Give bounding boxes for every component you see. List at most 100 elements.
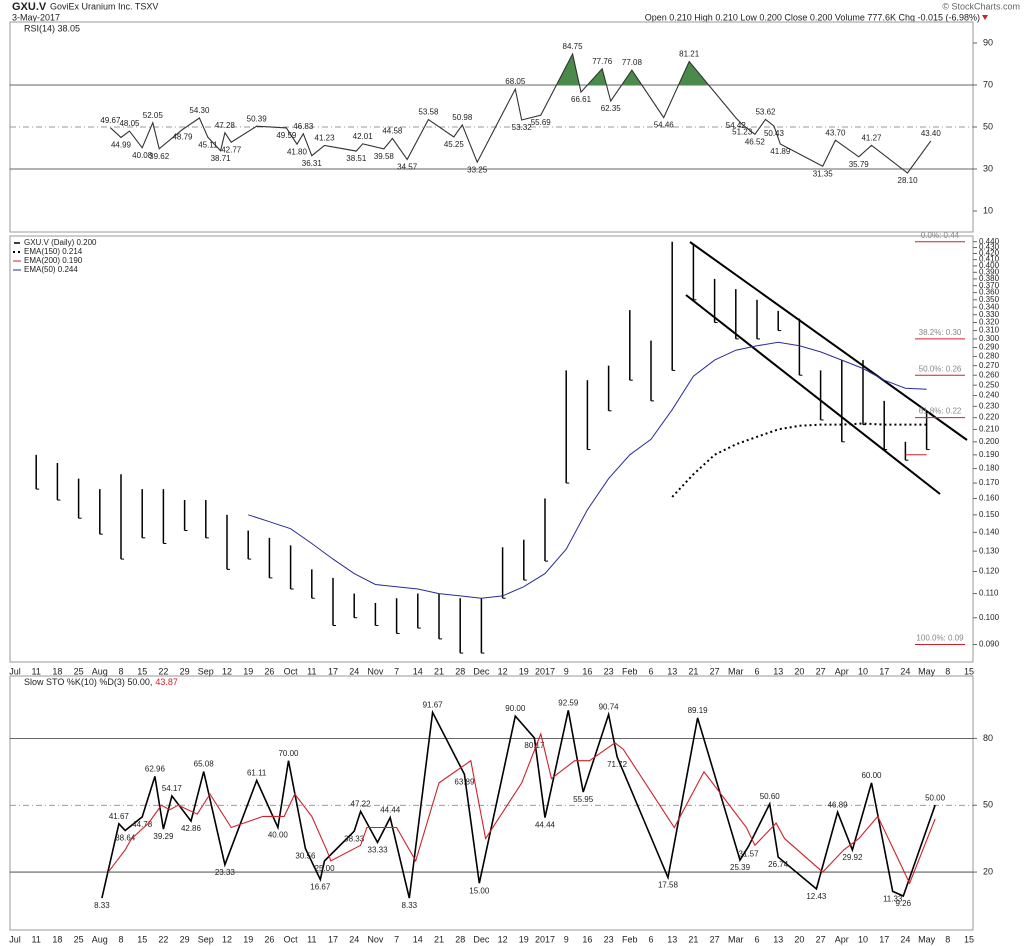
x-tick-label: 19 — [243, 666, 253, 676]
price-panel — [9, 235, 974, 663]
value-label: 39.58 — [374, 152, 395, 161]
value-label: 80.17 — [524, 741, 545, 750]
value-label: 30.56 — [295, 852, 316, 861]
y-tick-label: 0.350 — [979, 295, 1000, 304]
value-label: 60.00 — [861, 771, 882, 780]
x-tick-label: 27 — [710, 934, 720, 944]
x-tick-label: Sep — [198, 666, 214, 676]
x-tick-label: 12 — [222, 666, 232, 676]
value-label: 65.08 — [194, 760, 215, 769]
y-tick-label: 0.320 — [979, 318, 1000, 327]
value-label: 49.67 — [100, 116, 121, 125]
value-label: 51.23 — [732, 128, 753, 137]
value-label: 50.60 — [760, 792, 781, 801]
x-tick-label: 24 — [900, 666, 910, 676]
ema-line — [248, 341, 927, 599]
x-tick-label: 2017 — [535, 666, 555, 676]
x-tick-label: 9 — [564, 666, 569, 676]
value-label: 50.39 — [247, 114, 268, 123]
value-label: 41.27 — [861, 133, 882, 142]
x-tick-label: 6 — [648, 666, 653, 676]
x-tick-label: 24 — [349, 666, 359, 676]
x-tick-label: 19 — [519, 666, 529, 676]
x-tick-label: Feb — [622, 666, 638, 676]
y-tick-label: 0.160 — [979, 494, 1000, 503]
value-label: 55.69 — [531, 118, 552, 127]
channel-upper — [689, 241, 968, 441]
x-tick-label: Aug — [92, 934, 108, 944]
x-tick-label: 23 — [604, 666, 614, 676]
value-label: 54.42 — [726, 121, 747, 130]
y-tick-label: 0.190 — [979, 450, 1000, 459]
value-label: 42.77 — [221, 145, 242, 154]
value-label: 89.19 — [688, 706, 709, 715]
y-tick-label: 0.380 — [979, 274, 1000, 283]
y-tick-label: 0.110 — [979, 589, 999, 598]
y-tick-label: 0.330 — [979, 310, 1000, 319]
value-label: 38.71 — [211, 154, 232, 163]
value-label: 28.10 — [898, 176, 919, 185]
y-tick-label: 0.180 — [979, 464, 1000, 473]
y-tick-label: 80 — [983, 733, 993, 743]
value-label: 50.43 — [764, 129, 785, 138]
value-label: 62.35 — [601, 104, 622, 113]
y-tick-label: 20 — [983, 866, 993, 876]
x-tick-label: 18 — [52, 666, 62, 676]
x-tick-label: 6 — [754, 666, 759, 676]
symbol: GXU.V — [12, 1, 47, 13]
value-label: 90.74 — [599, 703, 620, 712]
value-label: 44.99 — [111, 141, 132, 150]
y-tick-label: 0.340 — [979, 302, 1000, 311]
y-tick-label: 0.400 — [979, 261, 1000, 270]
x-tick-label: 6 — [754, 934, 759, 944]
x-tick-label: 13 — [773, 666, 783, 676]
x-tick-label: 6 — [648, 934, 653, 944]
value-label: 47.22 — [351, 800, 372, 809]
y-tick-label: 50 — [983, 800, 993, 810]
value-label: 77.76 — [592, 57, 613, 66]
fib-label: 50.0%: 0.26 — [919, 364, 962, 373]
value-label: 53.62 — [755, 108, 776, 117]
value-label: 44.44 — [380, 806, 401, 815]
legend-label: EMA(200) 0.190 — [24, 256, 83, 265]
value-label: 12.43 — [806, 892, 827, 901]
x-tick-label: Apr — [835, 666, 849, 676]
value-label: 55.95 — [573, 795, 594, 804]
value-label: 31.35 — [813, 169, 834, 178]
y-tick-label: 0.230 — [979, 401, 1000, 410]
x-tick-label: Sep — [198, 934, 214, 944]
value-label: 48.05 — [119, 119, 140, 128]
value-label: 33.25 — [467, 165, 488, 174]
value-label: 41.67 — [109, 812, 130, 821]
x-tick-label: 14 — [413, 934, 423, 944]
y-tick-label: 70 — [983, 79, 993, 89]
x-tick-label: 21 — [688, 666, 698, 676]
value-label: 46.89 — [828, 800, 849, 809]
value-label: 71.72 — [607, 760, 628, 769]
x-tick-label: 12 — [498, 934, 508, 944]
value-label: 45.25 — [444, 140, 465, 149]
y-tick-label: 0.090 — [979, 640, 1000, 649]
value-label: 54.46 — [654, 121, 675, 130]
x-tick-label: 20 — [794, 666, 804, 676]
value-label: 39.29 — [153, 832, 174, 841]
x-tick-label: 13 — [773, 934, 783, 944]
value-label: 25.00 — [315, 864, 336, 873]
x-tick-label: 16 — [582, 666, 592, 676]
y-tick-label: 0.360 — [979, 288, 1000, 297]
x-tick-label: 24 — [900, 934, 910, 944]
value-label: 43.70 — [825, 128, 846, 137]
x-tick-label: 2017 — [535, 934, 555, 944]
value-label: 11.33 — [883, 894, 903, 903]
value-label: 31.57 — [739, 849, 760, 858]
value-label: 50.00 — [925, 793, 946, 802]
value-label: 38.64 — [115, 834, 136, 843]
x-tick-label: Apr — [835, 934, 849, 944]
value-label: 9.26 — [895, 899, 911, 908]
y-tick-label: 0.420 — [979, 249, 1000, 258]
x-tick-label: 28 — [455, 666, 465, 676]
x-tick-label: 29 — [180, 934, 190, 944]
value-label: 40.00 — [268, 831, 289, 840]
x-tick-label: 13 — [667, 666, 677, 676]
y-tick-label: 0.200 — [979, 437, 1000, 446]
